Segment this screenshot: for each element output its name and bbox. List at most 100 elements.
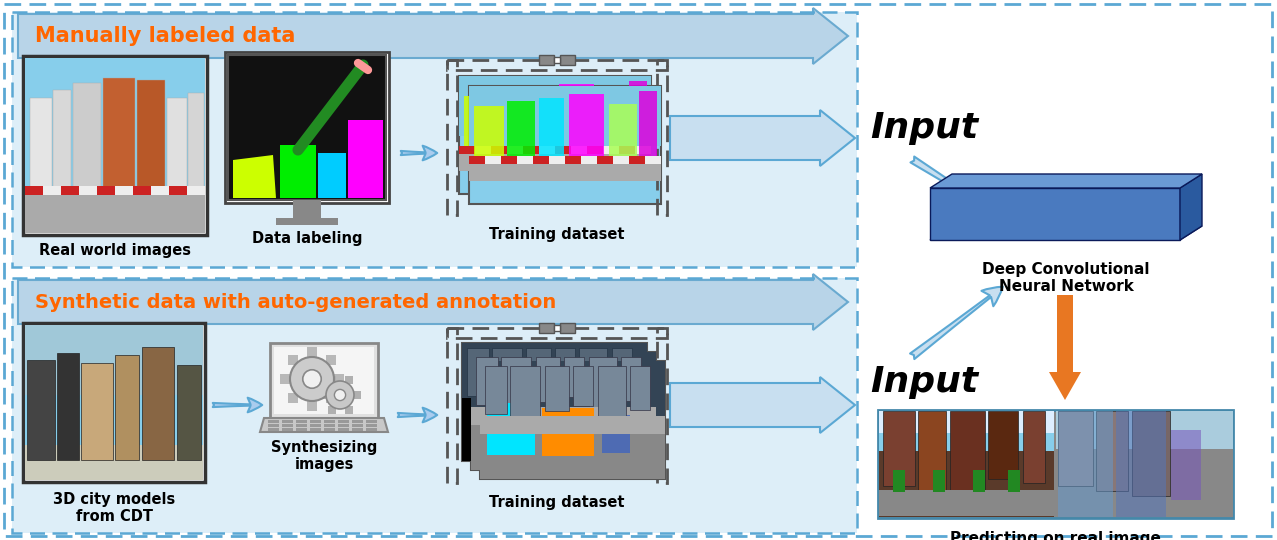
Polygon shape (280, 145, 315, 198)
Bar (29, 98, 52, 188)
Bar (462, 343, 647, 398)
Bar (366, 424, 377, 427)
Bar (879, 410, 1234, 518)
Bar (619, 146, 635, 154)
Bar (345, 406, 352, 414)
Bar (352, 428, 363, 431)
Polygon shape (930, 226, 1202, 240)
Bar (973, 470, 985, 492)
Bar (621, 357, 641, 401)
Bar (630, 81, 647, 151)
Bar (476, 357, 498, 405)
Bar (469, 161, 661, 181)
Bar (630, 366, 650, 410)
Bar (178, 365, 200, 460)
Bar (282, 424, 292, 427)
Bar (475, 146, 490, 154)
Bar (1023, 411, 1045, 483)
Polygon shape (930, 174, 1202, 188)
Bar (561, 323, 575, 333)
Bar (324, 420, 335, 423)
Bar (306, 347, 317, 357)
Bar (57, 353, 79, 460)
Bar (467, 348, 489, 396)
Bar (167, 98, 186, 188)
Text: Training dataset: Training dataset (489, 496, 624, 510)
Bar (573, 366, 593, 406)
Bar (539, 98, 564, 161)
Bar (613, 156, 630, 164)
Bar (186, 186, 206, 195)
Bar (345, 376, 352, 384)
Polygon shape (18, 274, 848, 330)
Bar (879, 411, 1054, 433)
Bar (276, 218, 338, 225)
Bar (587, 146, 603, 154)
Bar (529, 88, 554, 151)
Bar (469, 156, 485, 164)
Bar (1116, 411, 1166, 517)
Bar (480, 361, 665, 479)
Polygon shape (318, 153, 346, 198)
Bar (352, 420, 363, 423)
Bar (338, 420, 349, 423)
Polygon shape (232, 155, 276, 198)
Circle shape (290, 357, 335, 401)
Bar (142, 347, 174, 460)
Bar (539, 55, 554, 65)
Bar (1059, 411, 1114, 517)
Bar (458, 76, 651, 136)
Bar (469, 86, 661, 146)
Bar (26, 325, 203, 480)
Bar (507, 101, 535, 161)
Bar (338, 424, 349, 427)
Bar (555, 146, 571, 154)
Bar (879, 411, 1054, 517)
Bar (115, 355, 139, 460)
Bar (559, 84, 594, 151)
Bar (151, 186, 169, 195)
Bar (485, 156, 501, 164)
Bar (306, 401, 317, 411)
Bar (225, 52, 389, 203)
Bar (589, 357, 617, 407)
Bar (469, 86, 661, 204)
Bar (638, 91, 656, 161)
Bar (296, 424, 306, 427)
Bar (26, 325, 203, 395)
Bar (1008, 470, 1020, 492)
Bar (447, 60, 457, 215)
Bar (933, 470, 945, 492)
Bar (581, 156, 598, 164)
Bar (366, 420, 377, 423)
Text: Synthetic data with auto-generated annotation: Synthetic data with auto-generated annot… (34, 293, 557, 312)
Bar (282, 420, 292, 423)
Bar (296, 420, 306, 423)
Circle shape (303, 370, 322, 388)
Bar (471, 352, 656, 470)
Bar (480, 416, 665, 479)
Polygon shape (670, 110, 856, 166)
Text: Data labeling: Data labeling (252, 231, 363, 246)
Bar (79, 186, 97, 195)
Bar (609, 104, 637, 161)
Circle shape (335, 389, 346, 401)
Bar (497, 91, 525, 151)
Bar (545, 366, 570, 411)
Bar (988, 411, 1018, 479)
Bar (310, 424, 321, 427)
Bar (335, 374, 344, 384)
Bar (1131, 411, 1170, 496)
Polygon shape (670, 377, 856, 433)
Bar (115, 186, 133, 195)
Polygon shape (1180, 174, 1202, 240)
Bar (23, 56, 207, 235)
Bar (524, 146, 539, 154)
Bar (458, 151, 651, 171)
Bar (287, 355, 298, 365)
Bar (561, 55, 575, 65)
Bar (319, 391, 327, 399)
Bar (507, 146, 524, 154)
Bar (950, 411, 985, 501)
Bar (458, 76, 651, 194)
